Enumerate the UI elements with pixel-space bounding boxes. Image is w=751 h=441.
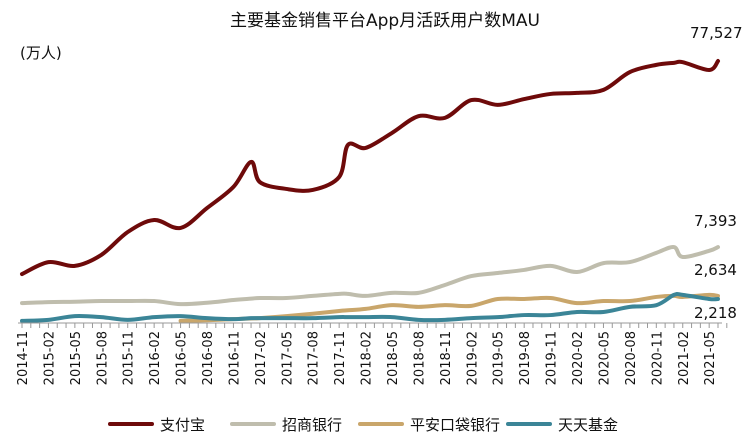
annotation-alipay-value: 77,527 [690,24,743,42]
x-tick-label: 2018-02 [360,331,375,385]
x-tick-label: 2016-11 [227,331,242,385]
x-tick-label: 2020-11 [650,331,665,385]
x-axis-tick-labels: 2014-11 2015-02 2015-05 2015-08 2015-11 2016-… [16,331,718,385]
x-tick-label: 2016-08 [201,331,216,385]
x-tick-label: 2019-11 [545,331,560,385]
legend-label: 天天基金 [558,416,618,434]
x-tick-label: 2019-08 [518,331,533,385]
x-tick-label: 2015-05 [69,331,84,385]
x-tick-label: 2020-05 [597,331,612,385]
series-layer [20,59,720,323]
annotation-cmb-value: 7,393 [694,212,737,230]
annotation-pingan-value: 2,634 [694,261,737,279]
legend: 支付宝 招商银行 平安口袋银行 天天基金 [108,416,618,434]
x-tick-label: 2015-02 [42,331,57,385]
y-axis-unit-label: (万人) [20,44,62,62]
x-tick-label: 2018-11 [439,331,454,385]
chart-title: 主要基金销售平台App月活跃用户数MAU [230,11,540,31]
x-tick-label: 2014-11 [16,331,31,385]
x-tick-label: 2017-11 [333,331,348,385]
annotation-tiantian-value: 2,218 [694,304,737,322]
x-axis-ticks [21,323,728,328]
x-tick-label: 2020-08 [624,331,639,385]
legend-label: 支付宝 [160,416,205,434]
x-tick-label: 2017-08 [307,331,322,385]
x-tick-label: 2021-05 [703,331,718,385]
x-tick-label: 2015-08 [95,331,110,385]
legend-label: 招商银行 [282,416,342,434]
x-tick-label: 2015-11 [122,331,137,385]
x-tick-label: 2017-02 [254,331,269,385]
x-tick-label: 2018-08 [412,331,427,385]
x-tick-label: 2020-02 [571,331,586,385]
series-line-0 [20,59,720,277]
x-tick-label: 2016-05 [175,331,190,385]
series-line-3 [20,291,720,323]
x-tick-label: 2018-05 [386,331,401,385]
x-tick-label: 2019-05 [492,331,507,385]
x-tick-label: 2021-02 [677,331,692,385]
x-tick-label: 2019-02 [465,331,480,385]
x-tick-label: 2017-05 [280,331,295,385]
x-tick-label: 2016-02 [148,331,163,385]
series-line-1 [20,245,720,307]
legend-label: 平安口袋银行 [410,416,500,434]
